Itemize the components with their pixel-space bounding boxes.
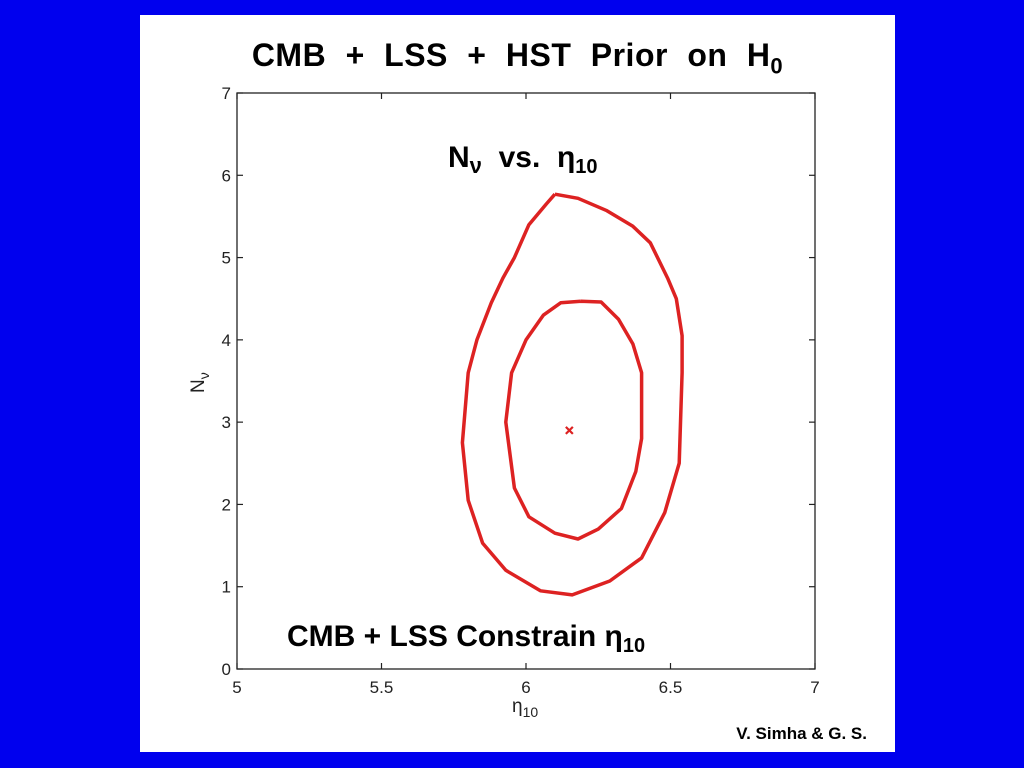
x-axis-label: η10: [512, 696, 538, 720]
x-tick-label: 5: [232, 678, 241, 697]
annotation-eta: η: [605, 620, 623, 653]
chart-title-vs: vs.: [482, 141, 557, 174]
slide-panel: CMB + LSS + HST Prior on H0 5 5.5 6 6.5 7 0 1 2…: [140, 15, 895, 752]
annotation-text: CMB + LSS Constrain: [287, 620, 605, 653]
x-tick-label: 6: [521, 678, 530, 697]
x-axis-label-sub: 10: [523, 704, 539, 720]
tick-labels: 5 5.5 6 6.5 7 0 1 2 3 4 5 6 7: [222, 84, 820, 697]
inner-contour: [504, 299, 644, 541]
contour-lines: [460, 192, 684, 597]
y-axis-label: Nν: [188, 372, 212, 393]
axis-ticks: [236, 92, 816, 670]
y-tick-label: 2: [222, 495, 231, 514]
chart-title: Nν vs. η10: [448, 141, 598, 178]
constraint-annotation: CMB + LSS Constrain η10: [287, 620, 645, 657]
best-fit-marker-stroke: [565, 426, 574, 435]
x-tick-label: 7: [810, 678, 819, 697]
y-axis-label-n: N: [188, 379, 209, 393]
slide-title: CMB + LSS + HST Prior on H0: [140, 37, 895, 79]
x-axis-label-eta: η: [512, 696, 523, 717]
chart-title-n-sub: ν: [470, 153, 482, 178]
x-tick-label: 6.5: [659, 678, 683, 697]
y-tick-label: 3: [222, 413, 231, 432]
y-tick-label: 4: [222, 331, 231, 350]
best-fit-marker: [565, 426, 574, 435]
chart-title-n: N: [448, 141, 470, 174]
chart-title-eta-sub: 10: [575, 156, 597, 178]
y-tick-label: 5: [222, 249, 231, 268]
chart-title-eta: η: [557, 141, 575, 174]
outer-contour: [460, 192, 684, 597]
slide-title-subscript: 0: [770, 53, 784, 79]
y-tick-label: 1: [222, 578, 231, 597]
x-tick-label: 5.5: [370, 678, 394, 697]
author-credit: V. Simha & G. S.: [736, 724, 867, 743]
slide-title-text: CMB + LSS + HST Prior on H: [251, 37, 771, 73]
y-tick-label: 6: [222, 166, 231, 185]
annotation-eta-sub: 10: [623, 635, 645, 657]
y-tick-label: 7: [222, 84, 231, 103]
y-tick-label: 0: [222, 660, 231, 679]
y-axis-label-sub: ν: [196, 372, 212, 379]
